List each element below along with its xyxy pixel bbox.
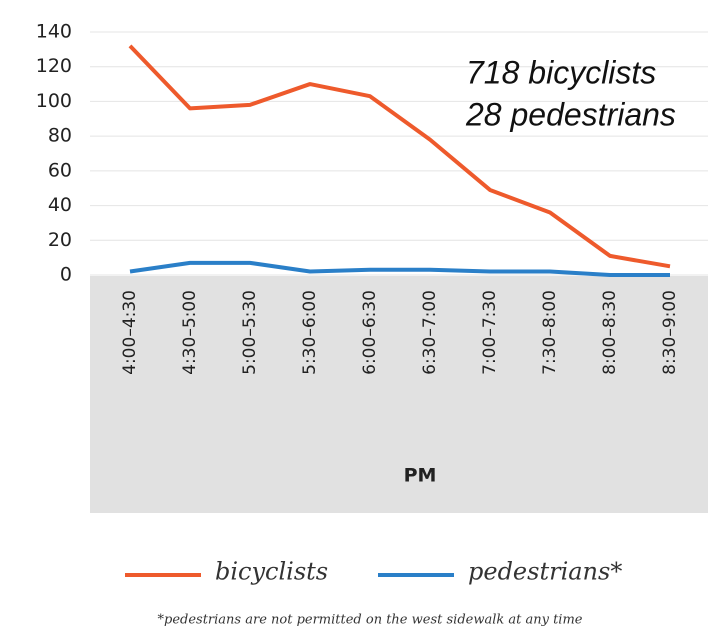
y-tick-label: 60 bbox=[48, 159, 72, 181]
x-tick-label: 8:00–8:30 bbox=[600, 290, 620, 375]
y-tick-label: 40 bbox=[48, 194, 72, 216]
footnote: *pedestrians are not permitted on the we… bbox=[158, 613, 583, 628]
y-tick-label: 120 bbox=[36, 55, 72, 77]
x-tick-label: 5:30–6:00 bbox=[300, 290, 320, 375]
x-tick-label: 6:30–7:00 bbox=[420, 290, 440, 375]
y-tick-label: 100 bbox=[36, 90, 72, 112]
x-tick-label: 4:30–5:00 bbox=[180, 290, 200, 375]
x-tick-label: 7:30–8:00 bbox=[540, 290, 560, 375]
x-axis-label: PM bbox=[404, 465, 437, 487]
series-line bbox=[129, 260, 670, 277]
x-tick-label: 4:00–4:30 bbox=[120, 290, 140, 375]
series-line bbox=[128, 44, 671, 269]
y-tick-label: 140 bbox=[36, 21, 72, 43]
y-tick-label: 0 bbox=[60, 264, 72, 286]
x-tick-label: 7:00–7:30 bbox=[480, 290, 500, 375]
annotation: 28 pedestrians bbox=[465, 96, 676, 132]
x-tick-label: 5:00–5:30 bbox=[240, 290, 260, 375]
x-axis-band bbox=[90, 276, 708, 513]
x-tick-label: 8:30–9:00 bbox=[660, 290, 680, 375]
legend-label: pedestrians* bbox=[468, 558, 622, 586]
y-tick-label: 20 bbox=[48, 229, 72, 251]
annotation: 718 bicyclists bbox=[466, 54, 656, 90]
legend-label: bicyclists bbox=[215, 558, 328, 586]
y-tick-label: 80 bbox=[48, 125, 72, 147]
x-tick-label: 6:00–6:30 bbox=[360, 290, 380, 375]
